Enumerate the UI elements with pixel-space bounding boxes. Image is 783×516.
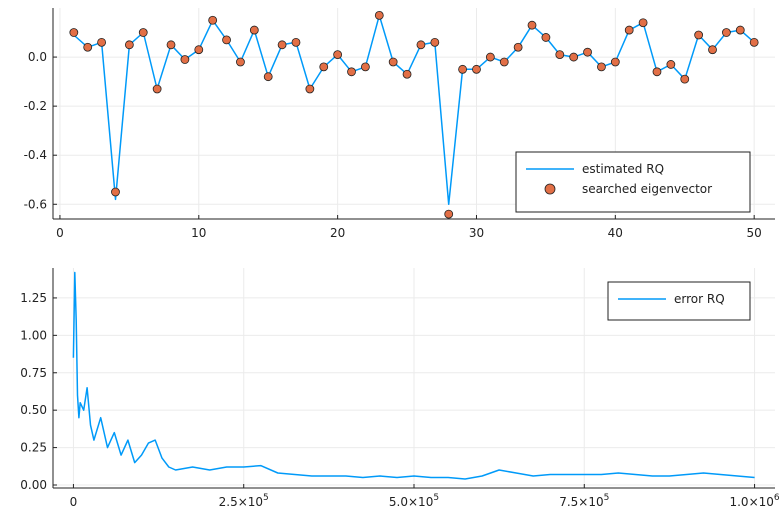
data-point	[83, 42, 93, 52]
y-tick-label: 0.0	[28, 50, 47, 64]
y-tick-label: -0.4	[24, 148, 47, 162]
x-tick-label: 0	[56, 226, 64, 240]
data-point	[333, 50, 343, 60]
x-tick-label: 0	[70, 495, 78, 509]
data-point	[610, 57, 620, 67]
data-point	[555, 50, 565, 60]
data-point	[236, 57, 245, 67]
legend-label: searched eigenvector	[582, 182, 712, 196]
data-point	[361, 62, 370, 72]
y-tick-label: -0.2	[24, 99, 47, 113]
data-point	[583, 47, 592, 57]
y-tick-label: 0.25	[20, 441, 47, 455]
x-tick-label: 10	[191, 226, 206, 240]
x-tick-exponent: 6	[774, 493, 780, 503]
x-tick-label: 5.0×105	[389, 493, 439, 509]
x-tick-exponent: 5	[263, 493, 269, 503]
series-line	[72, 271, 755, 480]
data-point	[652, 67, 662, 77]
data-point	[513, 42, 523, 52]
x-tick-label: 50	[747, 226, 762, 240]
data-point	[305, 84, 315, 94]
data-point	[499, 57, 509, 67]
legend-box	[515, 151, 751, 213]
data-point	[291, 37, 301, 47]
x-tick-mantissa: 0	[70, 495, 78, 509]
data-point	[569, 52, 579, 62]
data-point	[402, 69, 412, 79]
x-tick-mantissa: 7.5×10	[559, 495, 603, 509]
y-tick-label: 0.50	[20, 403, 47, 417]
data-point	[708, 45, 717, 55]
data-point	[680, 74, 690, 84]
data-point	[735, 25, 745, 35]
y-tick-label: -0.6	[24, 197, 47, 211]
x-tick-label: 7.5×105	[559, 493, 609, 509]
data-point	[527, 20, 537, 30]
data-point	[416, 40, 426, 50]
data-point	[249, 25, 259, 35]
x-tick-mantissa: 5.0×10	[389, 495, 433, 509]
data-point	[97, 37, 106, 47]
x-tick-label: 40	[608, 226, 623, 240]
legend-marker-swatch	[544, 183, 556, 195]
data-point	[430, 37, 440, 47]
data-point	[722, 28, 731, 37]
x-tick-mantissa: 1.0×10	[729, 495, 773, 509]
data-point	[277, 40, 287, 50]
data-point	[319, 62, 329, 72]
data-point	[138, 28, 148, 37]
data-point	[263, 72, 273, 82]
x-tick-exponent: 5	[433, 493, 439, 503]
y-tick-label: 0.00	[20, 478, 47, 492]
data-point	[485, 52, 495, 62]
data-point	[624, 25, 634, 35]
x-tick-label: 1.0×106	[729, 493, 779, 509]
data-point	[472, 64, 481, 74]
data-point	[638, 18, 648, 28]
data-point	[111, 187, 120, 197]
data-point	[124, 40, 134, 50]
data-point	[597, 62, 606, 72]
legend-box	[607, 281, 751, 321]
bottom-chart-panel: 0.000.250.500.751.001.250 2.5×105 5.0×105 7…	[20, 268, 780, 509]
data-point	[152, 84, 162, 94]
legend-label: error RQ	[674, 292, 725, 306]
data-point	[458, 64, 467, 74]
data-point	[388, 57, 398, 67]
y-tick-label: 0.75	[20, 366, 47, 380]
data-point	[208, 15, 218, 25]
data-point	[541, 33, 551, 42]
y-tick-label: 1.00	[20, 328, 47, 342]
data-point	[444, 209, 454, 219]
data-point	[374, 10, 384, 20]
x-tick-label: 30	[469, 226, 484, 240]
data-point	[749, 37, 759, 47]
x-tick-label: 20	[330, 226, 345, 240]
top-chart-panel: 0.0 -0.2 -0.4 -0.6 0 10 20 30 40 50 estimated RQ se…	[24, 8, 775, 240]
data-point	[166, 40, 176, 50]
y-tick-label: 1.25	[20, 291, 47, 305]
x-tick-exponent: 5	[604, 493, 610, 503]
data-point	[694, 30, 704, 40]
x-tick-label: 2.5×105	[219, 493, 269, 509]
data-point	[180, 55, 190, 64]
data-point	[347, 67, 356, 77]
x-tick-mantissa: 2.5×10	[219, 495, 263, 509]
data-point	[194, 45, 204, 55]
legend-label: estimated RQ	[582, 162, 664, 176]
data-point	[666, 60, 676, 69]
data-point	[69, 28, 79, 37]
data-point	[222, 35, 231, 45]
